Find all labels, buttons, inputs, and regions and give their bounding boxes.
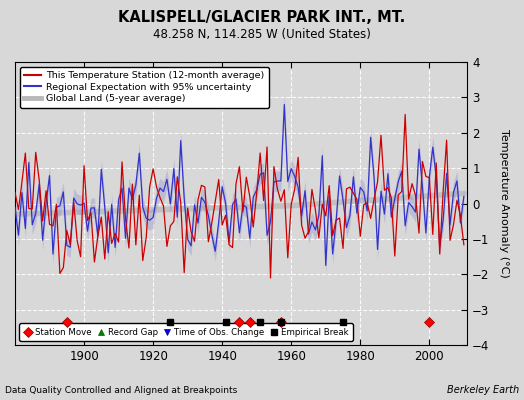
Text: KALISPELL/GLACIER PARK INT., MT.: KALISPELL/GLACIER PARK INT., MT.	[118, 10, 406, 25]
Text: 48.258 N, 114.285 W (United States): 48.258 N, 114.285 W (United States)	[153, 28, 371, 41]
Text: Berkeley Earth: Berkeley Earth	[446, 385, 519, 395]
Y-axis label: Temperature Anomaly (°C): Temperature Anomaly (°C)	[499, 129, 509, 278]
Legend: Station Move, Record Gap, Time of Obs. Change, Empirical Break: Station Move, Record Gap, Time of Obs. C…	[19, 323, 353, 341]
Text: Data Quality Controlled and Aligned at Breakpoints: Data Quality Controlled and Aligned at B…	[5, 386, 237, 395]
